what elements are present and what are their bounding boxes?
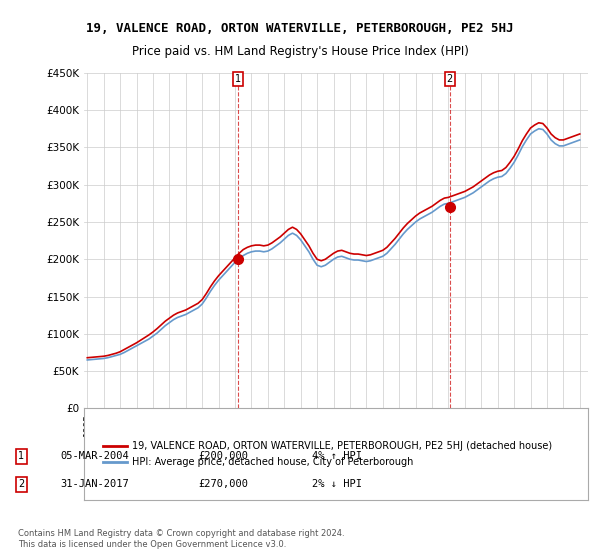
Text: £270,000: £270,000 [198, 479, 248, 489]
Text: 31-JAN-2017: 31-JAN-2017 [60, 479, 129, 489]
Legend: 19, VALENCE ROAD, ORTON WATERVILLE, PETERBOROUGH, PE2 5HJ (detached house), HPI:: 19, VALENCE ROAD, ORTON WATERVILLE, PETE… [99, 437, 556, 471]
Text: 2: 2 [18, 479, 24, 489]
Text: 1: 1 [235, 74, 241, 85]
Text: 19, VALENCE ROAD, ORTON WATERVILLE, PETERBOROUGH, PE2 5HJ: 19, VALENCE ROAD, ORTON WATERVILLE, PETE… [86, 22, 514, 35]
Text: 2% ↓ HPI: 2% ↓ HPI [312, 479, 362, 489]
Text: 1: 1 [18, 451, 24, 461]
Text: £200,000: £200,000 [198, 451, 248, 461]
Text: 4% ↑ HPI: 4% ↑ HPI [312, 451, 362, 461]
Text: Price paid vs. HM Land Registry's House Price Index (HPI): Price paid vs. HM Land Registry's House … [131, 45, 469, 58]
Text: 2: 2 [446, 74, 453, 85]
Text: Contains HM Land Registry data © Crown copyright and database right 2024.
This d: Contains HM Land Registry data © Crown c… [18, 529, 344, 549]
Text: 05-MAR-2004: 05-MAR-2004 [60, 451, 129, 461]
